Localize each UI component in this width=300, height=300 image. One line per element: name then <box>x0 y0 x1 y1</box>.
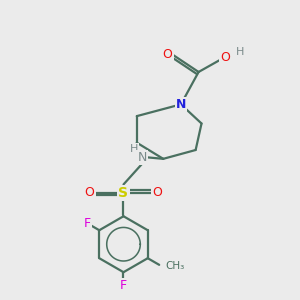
Text: N: N <box>176 98 186 111</box>
Text: F: F <box>120 279 127 292</box>
Text: N: N <box>137 151 147 164</box>
Text: CH₃: CH₃ <box>165 261 184 271</box>
Text: F: F <box>84 217 92 230</box>
Text: O: O <box>163 48 172 61</box>
Text: H: H <box>236 47 244 57</box>
Text: O: O <box>85 186 94 199</box>
Text: H: H <box>130 144 138 154</box>
Text: S: S <box>118 186 128 200</box>
Text: O: O <box>152 186 162 199</box>
Text: O: O <box>220 51 230 64</box>
